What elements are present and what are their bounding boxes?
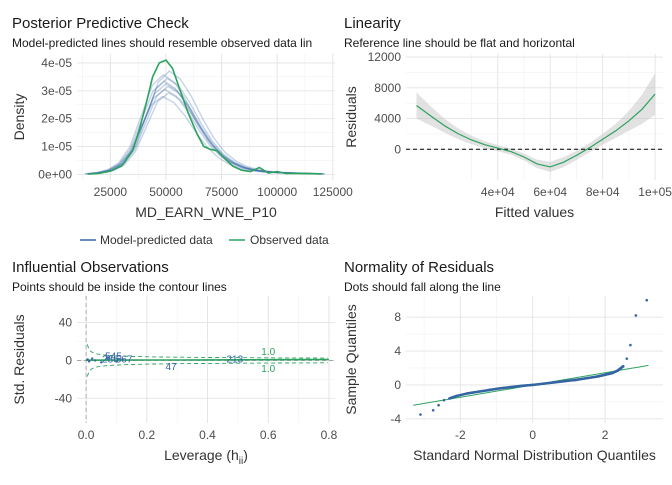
data-point <box>86 358 89 361</box>
data-point <box>87 360 91 363</box>
point-label: 545 <box>105 352 122 363</box>
y-tick-label: 0 <box>394 378 401 392</box>
x-tick-label: 125000 <box>313 185 353 199</box>
model-predicted-line <box>86 88 321 175</box>
panel-title: Posterior Predictive Check <box>12 15 189 32</box>
data-point <box>94 359 97 362</box>
x-tick-label: 1e+05 <box>638 185 672 199</box>
panel-title: Normality of Residuals <box>344 259 494 276</box>
loess-line <box>86 358 329 362</box>
x-axis-title: Standard Normal Distribution Quantiles <box>413 447 656 463</box>
grid <box>406 296 663 423</box>
x-tick-label: 2 <box>602 428 609 442</box>
panel-subtitle: Dots should fall along the line <box>344 280 501 294</box>
x-tick-label: 50000 <box>149 185 183 199</box>
y-tick-label: 4 <box>394 344 401 358</box>
panel-subtitle: Model-predicted lines should resemble ob… <box>12 36 312 50</box>
x-tick-label: 6e+04 <box>533 185 567 199</box>
cooks-contour-upper <box>86 344 328 359</box>
y-tick-label: 40 <box>59 316 73 330</box>
y-tick-label: 0 <box>394 142 401 156</box>
data-point <box>106 356 109 359</box>
model-predicted-line <box>85 73 320 175</box>
contour-label-upper: 1.0 <box>261 347 275 358</box>
panel-2: Influential Observations Points should be… <box>11 259 338 467</box>
qq-point <box>634 314 638 317</box>
qq-point <box>431 409 435 412</box>
x-tick-label: 4e+04 <box>481 185 515 199</box>
contour-label-lower: 1.0 <box>261 364 275 375</box>
x-axis-title: MD_EARN_WNE_P10 <box>135 204 277 220</box>
y-axis-title: Residuals <box>343 86 359 147</box>
qq-point <box>419 413 422 416</box>
qq-point <box>645 298 649 302</box>
y-tick-label: 4e-05 <box>41 56 72 70</box>
x-tick-label: 75000 <box>205 185 239 199</box>
panel-subtitle: Reference line should be flat and horizo… <box>344 36 575 50</box>
x-tick-label: 0 <box>529 428 536 442</box>
qq-point <box>621 364 625 368</box>
model-predicted-line <box>86 80 320 175</box>
x-tick-label: 0.6 <box>260 428 277 442</box>
x-tick-label: 100000 <box>257 185 297 199</box>
x-tick-label: 0.0 <box>78 428 95 442</box>
panel-subtitle: Points should be inside the contour line… <box>12 280 227 294</box>
x-axis-title-sub: ii <box>239 456 243 467</box>
qq-point <box>629 343 632 347</box>
panel-title: Influential Observations <box>12 259 169 276</box>
x-tick-label: 0.8 <box>321 428 338 442</box>
x-tick-label: 0.2 <box>138 428 155 442</box>
observed-data-line <box>88 59 322 175</box>
legend: Model-predicted data Observed data <box>80 233 329 247</box>
point-label: 47 <box>166 362 178 373</box>
point-label: 286 <box>102 355 119 366</box>
data-point <box>121 358 124 361</box>
qq-point <box>625 357 629 360</box>
cooks-contour-lower <box>86 362 328 377</box>
x-axis-title-end: ) <box>243 447 248 463</box>
point-label: 567 <box>116 355 133 366</box>
model-predicted-line <box>84 95 319 175</box>
y-tick-label: -40 <box>55 391 73 405</box>
x-tick-label: 0.4 <box>199 428 216 442</box>
grid <box>77 54 335 180</box>
qq-point <box>442 398 446 402</box>
legend-label-model: Model-predicted data <box>100 233 213 247</box>
x-axis-title: Leverage (hii) <box>164 447 248 467</box>
panel-0: Posterior Predictive Check Model-predicte… <box>11 15 353 247</box>
y-tick-label: 3e-05 <box>41 84 72 98</box>
x-axis-title-main: Leverage (h <box>164 447 239 463</box>
panel-1: Linearity Reference line should be flat a… <box>343 15 672 220</box>
y-tick-label: 2e-05 <box>41 112 72 126</box>
y-axis-title: Sample Quantiles <box>343 304 359 415</box>
y-tick-label: 0 <box>65 353 72 367</box>
y-tick-label: 12000 <box>368 50 402 64</box>
y-tick-label: 8 <box>394 310 401 324</box>
data-point <box>100 361 103 364</box>
y-axis-title: Density <box>11 94 27 141</box>
panel-title: Linearity <box>344 15 401 32</box>
x-tick-label: -2 <box>455 428 466 442</box>
point-label: 213 <box>226 355 243 366</box>
y-axis-title: Std. Residuals <box>11 314 27 404</box>
data-point <box>115 360 118 363</box>
confidence-band <box>416 73 656 172</box>
x-tick-label: 25000 <box>94 185 128 199</box>
data-point <box>90 357 94 360</box>
x-tick-label: 8e+04 <box>586 185 620 199</box>
legend-label-observed: Observed data <box>250 233 329 247</box>
y-tick-label: 1e-05 <box>41 140 72 154</box>
y-tick-label: 0e+00 <box>38 167 72 181</box>
x-axis-title: Fitted values <box>495 204 574 220</box>
qq-point <box>437 403 440 407</box>
panel-3: Normality of Residuals Dots should fall a… <box>343 259 663 463</box>
loess-line <box>416 93 656 168</box>
y-tick-label: 8000 <box>374 81 401 95</box>
y-tick-label: 4000 <box>374 112 401 126</box>
y-tick-label: -4 <box>390 412 401 426</box>
